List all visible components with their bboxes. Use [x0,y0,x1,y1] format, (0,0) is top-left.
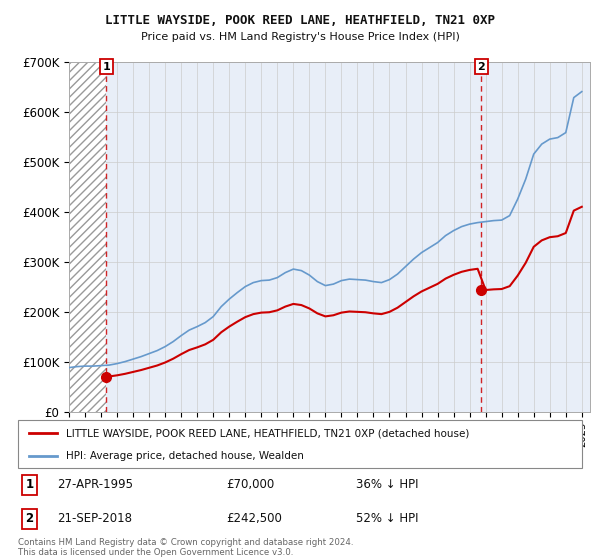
FancyBboxPatch shape [18,420,582,468]
Text: 36% ↓ HPI: 36% ↓ HPI [356,478,419,491]
Text: HPI: Average price, detached house, Wealden: HPI: Average price, detached house, Weal… [66,451,304,461]
Text: 2: 2 [477,62,485,72]
Text: 27-APR-1995: 27-APR-1995 [58,478,133,491]
Text: LITTLE WAYSIDE, POOK REED LANE, HEATHFIELD, TN21 0XP: LITTLE WAYSIDE, POOK REED LANE, HEATHFIE… [105,14,495,27]
Text: LITTLE WAYSIDE, POOK REED LANE, HEATHFIELD, TN21 0XP (detached house): LITTLE WAYSIDE, POOK REED LANE, HEATHFIE… [66,428,469,438]
Text: 21-SEP-2018: 21-SEP-2018 [58,512,133,525]
Text: Contains HM Land Registry data © Crown copyright and database right 2024.
This d: Contains HM Land Registry data © Crown c… [18,538,353,557]
Text: £70,000: £70,000 [227,478,275,491]
Bar [69,62,106,412]
Text: 52% ↓ HPI: 52% ↓ HPI [356,512,419,525]
Text: Price paid vs. HM Land Registry's House Price Index (HPI): Price paid vs. HM Land Registry's House … [140,32,460,42]
Text: 1: 1 [25,478,34,491]
Text: £242,500: £242,500 [227,512,283,525]
Text: 1: 1 [103,62,110,72]
Text: 2: 2 [25,512,34,525]
